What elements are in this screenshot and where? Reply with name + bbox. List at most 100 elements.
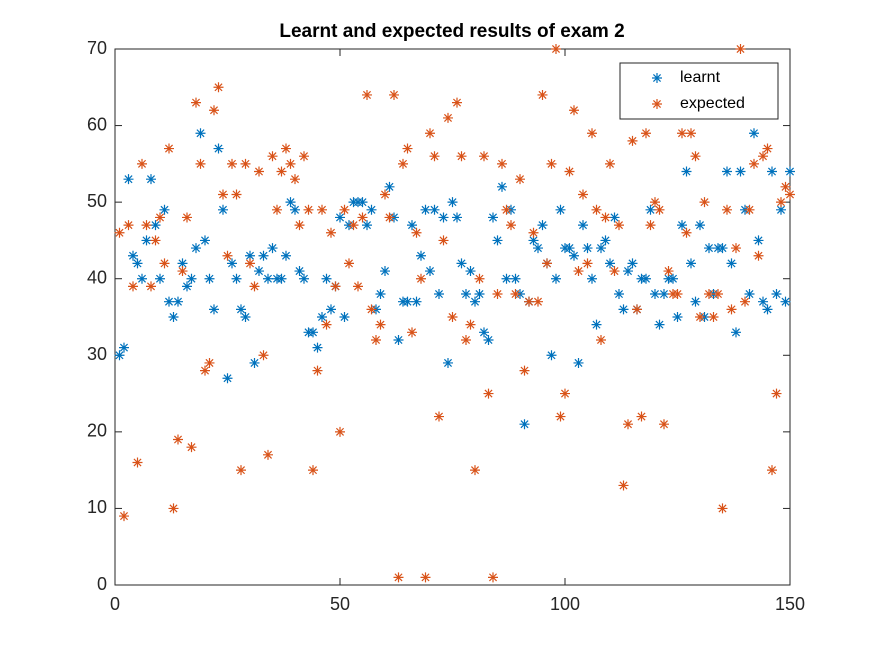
data-point: [146, 174, 156, 185]
data-point: [218, 204, 228, 215]
data-point: [416, 250, 426, 261]
data-point: [384, 181, 395, 192]
data-point: [290, 174, 300, 185]
y-tick-label: 60: [87, 114, 107, 134]
y-tick-label: 50: [87, 191, 107, 211]
data-point: [717, 503, 728, 514]
data-point: [177, 266, 188, 277]
data-point: [393, 334, 404, 345]
data-point: [335, 212, 345, 223]
data-point: [416, 273, 426, 284]
data-point: [222, 250, 233, 261]
data-point: [366, 204, 377, 215]
data-point: [479, 151, 489, 162]
data-point: [240, 312, 251, 322]
data-point: [470, 465, 480, 476]
data-point: [465, 319, 476, 330]
data-point: [492, 235, 503, 246]
data-point: [551, 273, 561, 284]
data-point: [501, 204, 512, 215]
data-point: [164, 143, 174, 154]
data-point: [510, 273, 521, 284]
data-point: [191, 243, 201, 254]
data-point: [753, 250, 764, 261]
data-point: [488, 572, 498, 583]
data-point: [303, 204, 314, 215]
data-point: [537, 220, 548, 231]
data-point: [258, 350, 269, 361]
data-point: [483, 334, 494, 345]
data-point: [452, 212, 462, 223]
data-point: [510, 289, 521, 300]
data-point: [420, 572, 431, 583]
data-point: [177, 258, 188, 269]
data-point: [389, 89, 399, 100]
data-point: [704, 243, 714, 254]
data-point: [245, 250, 255, 261]
data-point: [429, 151, 440, 162]
data-point: [677, 220, 687, 231]
data-point: [249, 281, 260, 292]
data-point: [461, 334, 471, 345]
data-point: [276, 273, 287, 284]
y-tick-label: 0: [97, 574, 107, 594]
data-point: [528, 235, 539, 246]
data-point: [767, 166, 777, 177]
data-point: [650, 197, 660, 208]
data-point: [762, 143, 773, 154]
data-point: [767, 465, 777, 476]
data-point: [708, 312, 719, 322]
data-point: [618, 480, 629, 491]
data-point: [650, 289, 660, 300]
data-point: [623, 266, 633, 277]
data-point: [218, 189, 228, 200]
data-point: [362, 89, 372, 100]
data-point: [573, 357, 584, 368]
data-point: [780, 296, 791, 307]
data-point: [407, 220, 417, 231]
data-point: [425, 128, 435, 139]
data-point: [600, 212, 611, 223]
data-point: [560, 388, 570, 399]
data-point: [353, 281, 363, 292]
data-point: [330, 281, 341, 292]
data-point: [285, 197, 296, 208]
data-point: [150, 235, 161, 246]
data-point: [384, 212, 395, 223]
data-point: [618, 304, 629, 315]
data-point: [375, 289, 386, 300]
data-point: [137, 158, 147, 169]
data-point: [155, 212, 165, 223]
data-point: [497, 181, 507, 192]
data-point: [443, 357, 453, 368]
data-point: [695, 312, 705, 322]
data-point: [119, 342, 129, 353]
data-point: [294, 220, 305, 231]
data-point: [663, 266, 674, 277]
data-point: [339, 312, 350, 322]
data-point: [488, 212, 498, 223]
data-point: [578, 220, 588, 231]
data-point: [776, 197, 786, 208]
data-point: [555, 204, 566, 215]
data-point: [573, 266, 584, 277]
data-point: [497, 158, 507, 169]
data-point: [627, 135, 638, 146]
data-point: [168, 312, 179, 322]
data-point: [704, 289, 714, 300]
data-point: [402, 296, 413, 307]
chart-title: Learnt and expected results of exam 2: [279, 21, 624, 42]
data-point: [726, 258, 737, 269]
data-point: [209, 304, 219, 315]
data-point: [479, 327, 489, 338]
data-point: [137, 273, 147, 284]
data-point: [267, 151, 278, 162]
data-point: [564, 243, 575, 254]
data-point: [393, 572, 404, 583]
data-point: [735, 44, 746, 54]
data-point: [267, 243, 278, 254]
data-point: [128, 281, 138, 292]
data-point: [299, 151, 309, 162]
